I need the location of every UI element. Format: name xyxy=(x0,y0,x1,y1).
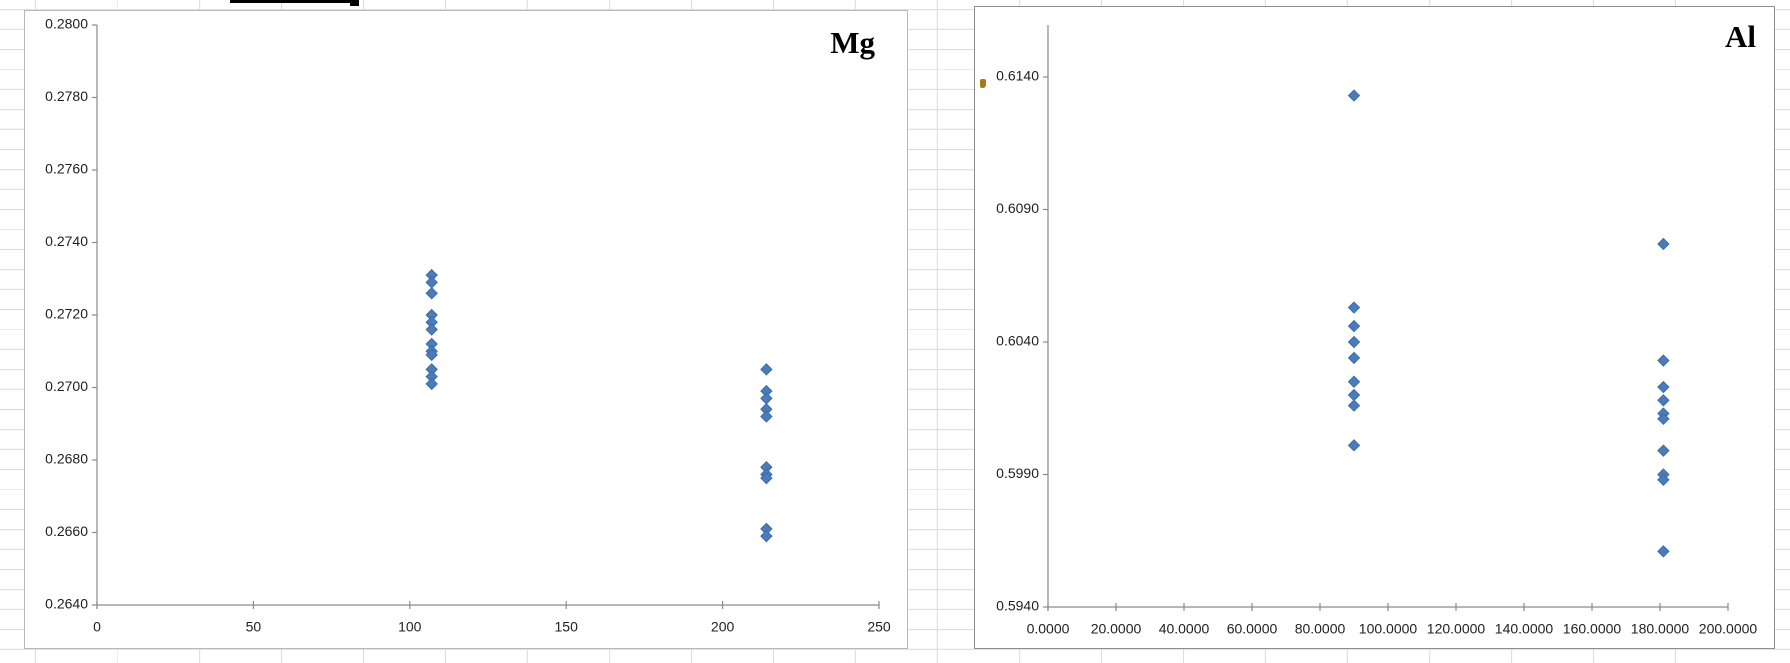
svg-text:120.0000: 120.0000 xyxy=(1427,620,1486,636)
svg-text:0.5990: 0.5990 xyxy=(996,465,1039,481)
svg-text:0.2740: 0.2740 xyxy=(45,233,88,249)
chart-mg[interactable]: 0.2640 0.2660 0.2680 0.2700 0.2720 0.2740 0.27… xyxy=(24,10,908,649)
svg-text:180.0000: 180.0000 xyxy=(1631,620,1690,636)
svg-text:0.2700: 0.2700 xyxy=(45,378,88,394)
chart-title-al: Al xyxy=(1725,19,1756,54)
svg-text:0.2720: 0.2720 xyxy=(45,306,88,322)
svg-text:0.5940: 0.5940 xyxy=(996,598,1039,614)
mg-plot-area: 0.2640 0.2660 0.2680 0.2700 0.2720 0.2740 0.27… xyxy=(45,16,891,635)
svg-text:0.6040: 0.6040 xyxy=(996,333,1039,349)
al-plot-area: 0.5940 0.5990 0.6040 0.6090 0.6140 0.0000 20.0… xyxy=(996,25,1758,636)
svg-text:40.0000: 40.0000 xyxy=(1159,620,1210,636)
svg-text:80.0000: 80.0000 xyxy=(1295,620,1346,636)
svg-text:250: 250 xyxy=(867,618,891,634)
svg-text:200.0000: 200.0000 xyxy=(1699,620,1758,636)
svg-text:0.2800: 0.2800 xyxy=(45,16,88,32)
svg-text:0.2660: 0.2660 xyxy=(45,523,88,539)
svg-text:0.2640: 0.2640 xyxy=(45,596,88,612)
svg-text:0.0000: 0.0000 xyxy=(1027,620,1070,636)
svg-text:60.0000: 60.0000 xyxy=(1227,620,1278,636)
svg-text:20.0000: 20.0000 xyxy=(1091,620,1142,636)
chart-al[interactable]: 0.5940 0.5990 0.6040 0.6090 0.6140 0.0000 20.0… xyxy=(974,6,1775,649)
svg-text:0: 0 xyxy=(93,618,101,634)
svg-text:0.6090: 0.6090 xyxy=(996,200,1039,216)
svg-text:100: 100 xyxy=(398,618,422,634)
svg-text:200: 200 xyxy=(711,618,735,634)
svg-text:0.2760: 0.2760 xyxy=(45,161,88,177)
svg-text:150: 150 xyxy=(555,618,579,634)
svg-text:140.0000: 140.0000 xyxy=(1495,620,1554,636)
svg-text:100.0000: 100.0000 xyxy=(1359,620,1418,636)
chart-title-mg: Mg xyxy=(830,25,875,60)
stray-mark xyxy=(980,79,986,88)
cutoff-underline-tail xyxy=(350,0,359,6)
svg-text:50: 50 xyxy=(246,618,262,634)
svg-text:160.0000: 160.0000 xyxy=(1563,620,1622,636)
svg-text:0.2680: 0.2680 xyxy=(45,451,88,467)
svg-text:0.6140: 0.6140 xyxy=(996,68,1039,84)
cutoff-underline xyxy=(230,0,359,3)
svg-text:0.2780: 0.2780 xyxy=(45,88,88,104)
